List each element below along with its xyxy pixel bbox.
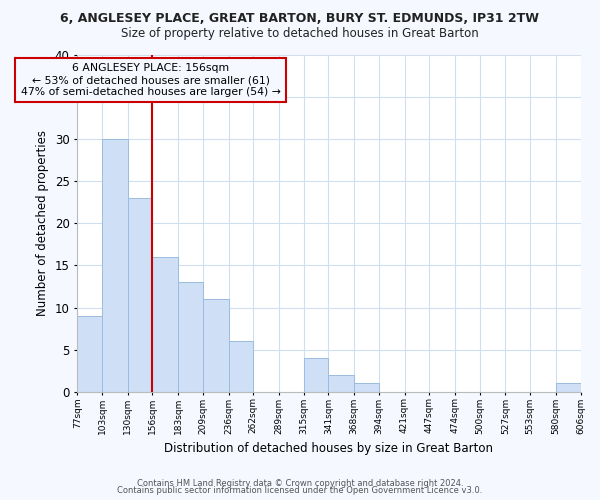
Bar [178,282,203,392]
Bar [152,257,178,392]
Text: 6, ANGLESEY PLACE, GREAT BARTON, BURY ST. EDMUNDS, IP31 2TW: 6, ANGLESEY PLACE, GREAT BARTON, BURY ST… [61,12,539,26]
Bar [102,139,128,392]
Bar [77,316,102,392]
X-axis label: Distribution of detached houses by size in Great Barton: Distribution of detached houses by size … [164,442,493,455]
Bar [304,358,328,392]
Bar [203,299,229,392]
Y-axis label: Number of detached properties: Number of detached properties [36,130,49,316]
Bar [229,341,253,392]
Text: Contains public sector information licensed under the Open Government Licence v3: Contains public sector information licen… [118,486,482,495]
Bar [354,384,379,392]
Bar [328,375,354,392]
Text: Contains HM Land Registry data © Crown copyright and database right 2024.: Contains HM Land Registry data © Crown c… [137,478,463,488]
Text: Size of property relative to detached houses in Great Barton: Size of property relative to detached ho… [121,28,479,40]
Bar [128,198,152,392]
Text: 6 ANGLESEY PLACE: 156sqm
← 53% of detached houses are smaller (61)
47% of semi-d: 6 ANGLESEY PLACE: 156sqm ← 53% of detach… [20,64,280,96]
Bar [556,384,581,392]
